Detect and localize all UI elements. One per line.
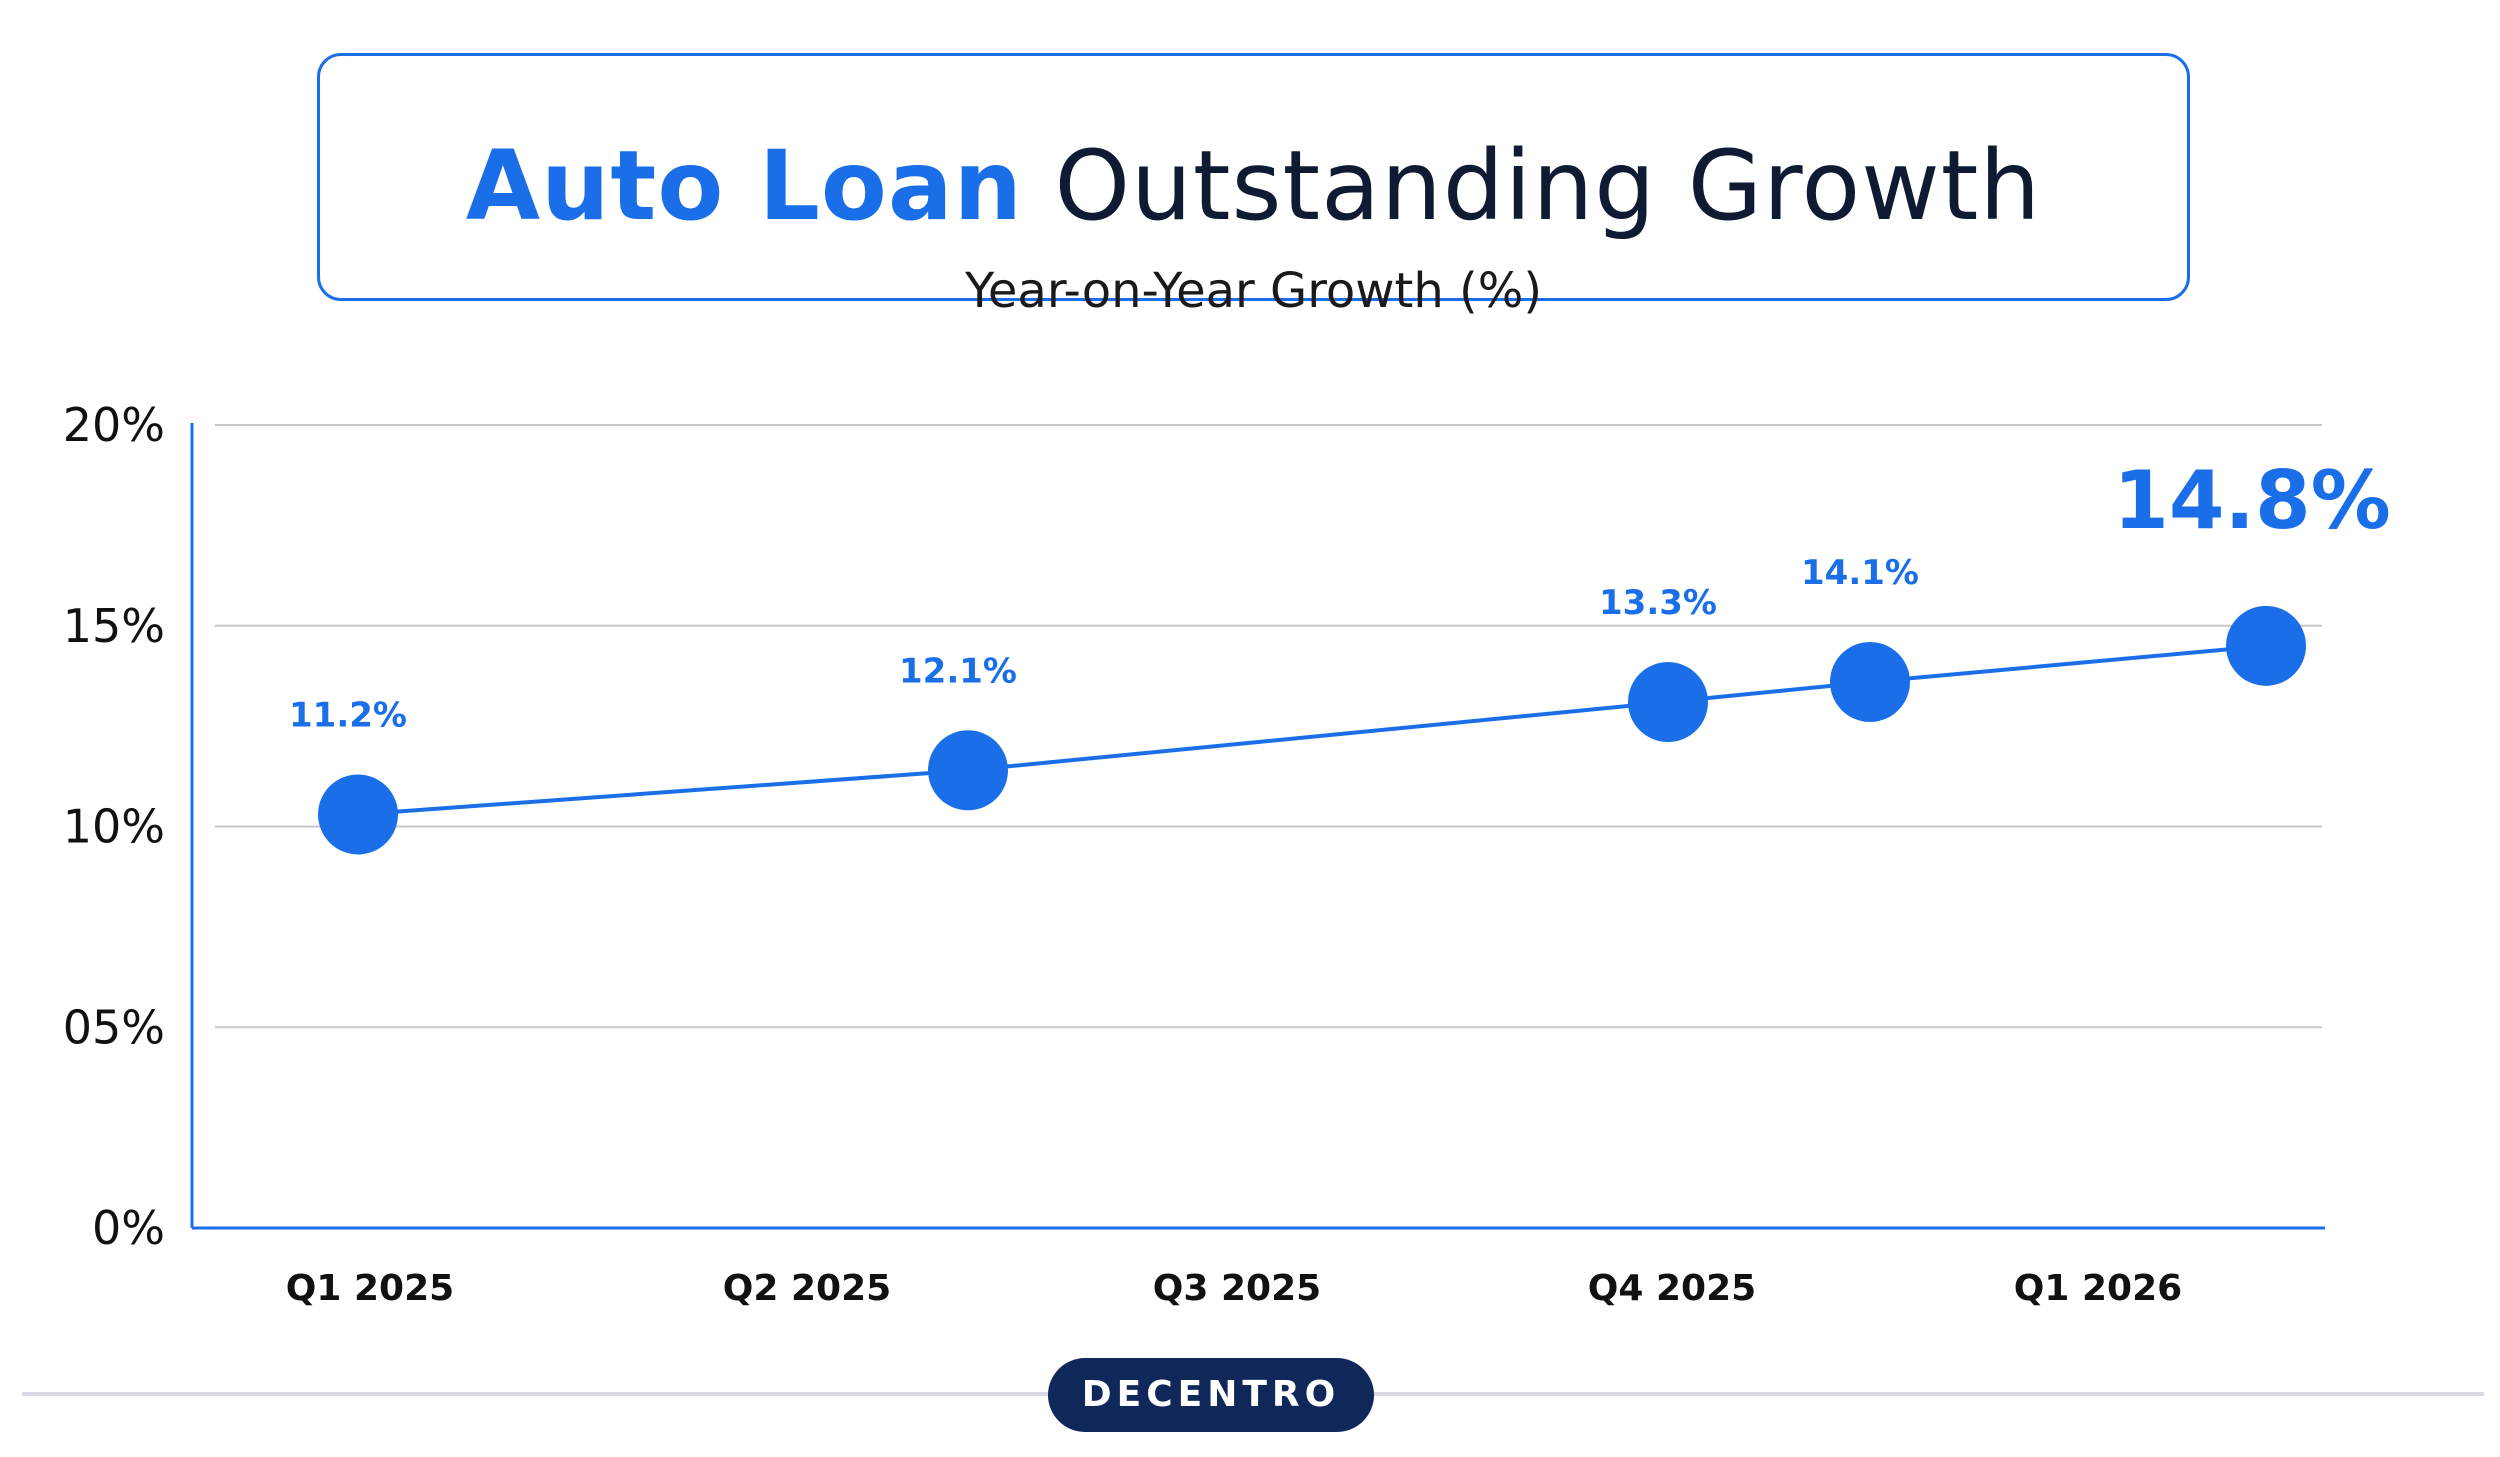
- data-point: [928, 730, 1008, 811]
- x-tick-label: Q3 2025: [1153, 1268, 1321, 1309]
- x-tick-label: Q1 2026: [2014, 1268, 2182, 1309]
- series-line: [357, 643, 2267, 817]
- data-label: 14.8%: [2113, 454, 2391, 547]
- chart-subtitle: Year-on-Year Growth (%): [964, 263, 1543, 319]
- data-labels: 11.2% 12.1% 13.3% 14.1% 14.8%: [289, 454, 2391, 736]
- chart-title-accent: Auto Loan: [465, 130, 1023, 242]
- chart-title-rest: Outstanding Growth: [1022, 130, 2042, 242]
- data-point: [1628, 662, 1708, 743]
- data-point: [318, 774, 398, 855]
- data-label: 14.1%: [1801, 553, 1919, 593]
- x-tick-labels: Q1 2025 Q2 2025 Q3 2025 Q4 2025 Q1 2026: [286, 1268, 2182, 1309]
- y-tick-label: 0%: [92, 1201, 165, 1255]
- brand-logo: DECENTRO: [1048, 1358, 1374, 1432]
- title-card: Auto Loan Outstanding Growth Year-on-Yea…: [317, 53, 2190, 319]
- x-tick-label: Q4 2025: [1588, 1268, 1756, 1309]
- chart-title: Auto Loan Outstanding Growth: [320, 136, 2187, 236]
- y-tick-label: 10%: [63, 800, 165, 854]
- data-point: [2226, 605, 2306, 686]
- data-label: 12.1%: [899, 651, 1017, 691]
- grid-lines: [215, 424, 2322, 1029]
- y-tick-labels: 0% 05% 10% 15% 20%: [63, 398, 165, 1255]
- y-tick-label: 05%: [63, 1000, 165, 1054]
- x-tick-label: Q2 2025: [723, 1268, 891, 1309]
- series-layer: [318, 605, 2306, 855]
- x-tick-label: Q1 2025: [286, 1268, 454, 1309]
- y-tick-label: 20%: [63, 398, 165, 452]
- axes: [190, 423, 2325, 1230]
- y-tick-label: 15%: [63, 599, 165, 653]
- data-label: 13.3%: [1599, 583, 1717, 623]
- data-label: 11.2%: [289, 695, 407, 735]
- data-point: [1830, 641, 1910, 722]
